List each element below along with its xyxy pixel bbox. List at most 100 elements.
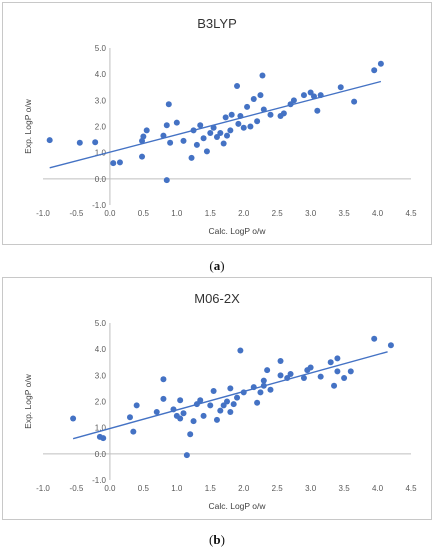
- data-point: [220, 402, 227, 409]
- x-tick-label: 3.5: [339, 209, 351, 218]
- data-point: [188, 154, 195, 161]
- data-point: [228, 111, 235, 118]
- data-point: [207, 402, 214, 409]
- data-point: [70, 415, 77, 422]
- y-tick-label: 1.0: [95, 424, 107, 433]
- x-tick-label: 0.5: [138, 484, 150, 493]
- data-point: [200, 412, 207, 419]
- data-point: [260, 377, 267, 384]
- scatter-chart-b3lyp: B3LYP -1.0 -0.5 0.0 0.5 1.0 1.5 2.0 2.5 3.0 3.5 4.0…: [23, 16, 417, 236]
- data-point: [277, 357, 284, 364]
- data-point: [190, 127, 197, 134]
- data-point: [387, 342, 394, 349]
- data-point: [187, 431, 194, 438]
- data-point: [200, 135, 207, 142]
- y-tick-label: 5.0: [95, 319, 107, 328]
- x-tick-label: 0.0: [104, 209, 116, 218]
- data-point: [377, 60, 384, 67]
- data-point: [163, 177, 170, 184]
- data-point: [165, 101, 172, 108]
- x-tick-label: 3.5: [339, 484, 351, 493]
- data-point: [207, 130, 214, 137]
- data-point: [347, 368, 354, 375]
- y-axis-title: Exp. LogP o/w: [23, 98, 33, 154]
- data-point: [257, 389, 264, 396]
- data-point: [180, 137, 187, 144]
- data-point: [100, 435, 107, 442]
- chart-panel-m06-2x: M06-2X -1.0 -0.5 0.0 0.5 1.0 1.5 2.0 2.5 3.0 3.5 4.…: [2, 277, 432, 520]
- y-tick-label: 2.0: [95, 398, 107, 407]
- data-point: [254, 118, 261, 125]
- data-point: [197, 122, 204, 129]
- data-point: [264, 367, 271, 374]
- data-point: [334, 368, 341, 375]
- x-tick-label: 2.5: [272, 209, 284, 218]
- data-point: [130, 428, 137, 435]
- chart-panel-b3lyp: B3LYP -1.0 -0.5 0.0 0.5 1.0 1.5 2.0 2.5 3.0 3.5 4.0…: [2, 2, 432, 245]
- data-point: [220, 140, 227, 147]
- data-point: [327, 359, 334, 366]
- x-tick-label: 2.0: [238, 209, 250, 218]
- x-tick-label: 4.0: [372, 209, 384, 218]
- data-point: [267, 386, 274, 393]
- x-axis-title: Calc. LogP o/w: [208, 226, 266, 236]
- data-point: [160, 395, 167, 402]
- data-point: [240, 389, 247, 396]
- data-point: [177, 397, 184, 404]
- y-tick-label: -1.0: [92, 201, 106, 210]
- x-tick-label: 3.0: [305, 209, 317, 218]
- x-tick-label: 4.5: [405, 209, 417, 218]
- data-point: [210, 388, 217, 395]
- y-tick-label: 3.0: [95, 96, 107, 105]
- data-point: [126, 414, 133, 421]
- figure-caption-b: (b): [209, 532, 225, 547]
- data-point: [237, 113, 244, 120]
- data-point: [307, 89, 314, 96]
- data-point: [177, 415, 184, 422]
- trendline: [49, 80, 382, 169]
- x-tick-label: -0.5: [70, 484, 84, 493]
- x-axis-title: Calc. LogP o/w: [208, 501, 266, 511]
- data-point: [267, 111, 274, 118]
- data-point: [203, 148, 210, 155]
- data-point: [334, 355, 341, 362]
- data-point: [235, 120, 242, 127]
- data-point: [213, 416, 220, 423]
- data-point: [222, 114, 229, 121]
- data-point: [160, 132, 167, 139]
- y-tick-label: 4.0: [95, 70, 107, 79]
- data-point: [76, 139, 83, 146]
- x-tick-label: -1.0: [36, 209, 50, 218]
- x-tick-label: 1.5: [205, 209, 217, 218]
- data-point: [331, 382, 338, 389]
- data-point: [244, 103, 251, 110]
- data-point: [163, 122, 170, 129]
- x-tick-label: 4.0: [372, 484, 384, 493]
- data-point: [260, 382, 267, 389]
- data-point: [284, 374, 291, 381]
- data-point: [213, 133, 220, 140]
- data-point: [237, 347, 244, 354]
- y-tick-label: 4.0: [95, 345, 107, 354]
- data-point: [167, 139, 174, 146]
- data-point: [227, 127, 234, 134]
- data-point: [143, 127, 150, 134]
- data-point: [307, 364, 314, 371]
- x-tick-label: 2.5: [272, 484, 284, 493]
- x-tick-label: 1.5: [205, 484, 217, 493]
- y-tick-label: 2.0: [95, 123, 107, 132]
- data-point: [290, 97, 297, 104]
- data-point: [371, 67, 378, 74]
- data-point: [314, 107, 321, 114]
- x-tick-label: 0.5: [138, 209, 150, 218]
- data-point: [260, 106, 267, 113]
- data-point: [277, 372, 284, 379]
- data-point: [227, 385, 234, 392]
- y-axis-title: Exp. LogP o/w: [23, 373, 33, 429]
- data-point: [153, 408, 160, 415]
- data-point: [197, 397, 204, 404]
- data-point: [247, 123, 254, 130]
- x-tick-label: 3.0: [305, 484, 317, 493]
- data-point: [230, 401, 237, 408]
- trendline: [72, 351, 388, 440]
